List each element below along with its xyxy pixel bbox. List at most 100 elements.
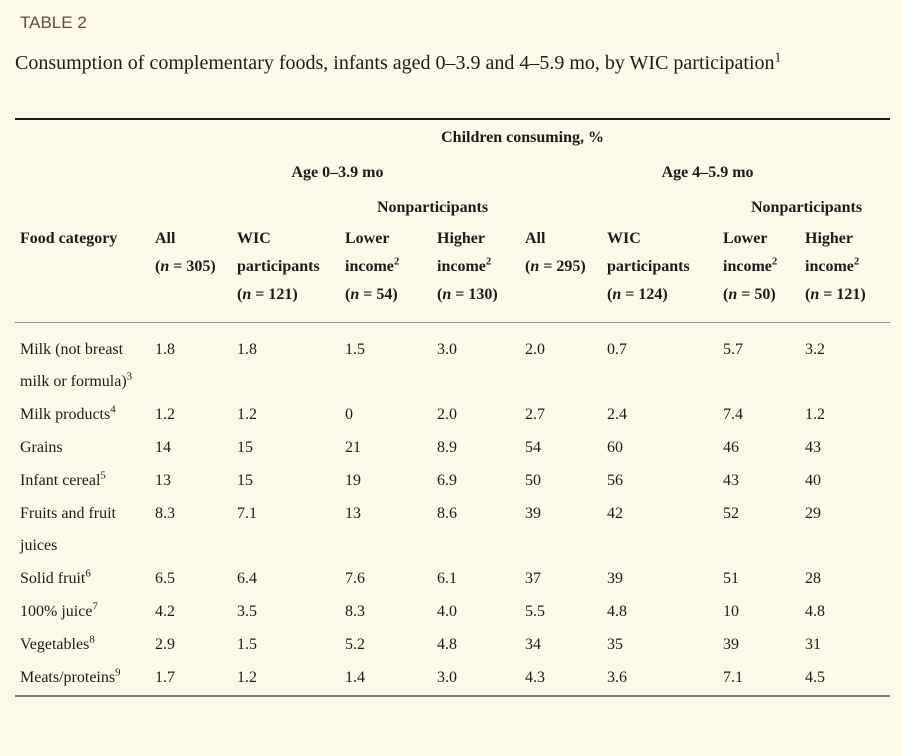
value-cell: 6.4 bbox=[237, 570, 257, 587]
value-cell: 35 bbox=[607, 636, 623, 653]
text-part: Meats/proteins bbox=[20, 669, 116, 686]
italic-n-symbol: n bbox=[442, 286, 452, 303]
value-cell: 54 bbox=[525, 439, 541, 456]
header-line: participants bbox=[607, 253, 718, 281]
spanner-children-consuming: Children consuming, % bbox=[441, 129, 604, 146]
column-header-lower-income-age-0-3-9: Lower income2 (n = 54) bbox=[340, 225, 432, 323]
footnote-marker: 7 bbox=[92, 600, 98, 613]
value-cell: 1.5 bbox=[345, 341, 365, 358]
text-part: WIC bbox=[237, 230, 271, 247]
value-cell: 34 bbox=[525, 636, 541, 653]
footnote-marker: 8 bbox=[89, 633, 95, 646]
value-cell: 4.2 bbox=[155, 603, 175, 620]
footnote-marker: 2 bbox=[485, 255, 492, 268]
empty-cell bbox=[15, 119, 150, 155]
value-cell: 3.5 bbox=[237, 603, 257, 620]
value-cell: 7.1 bbox=[723, 669, 743, 686]
food-category-label: Milk (not breast milk or formula)3 bbox=[15, 323, 150, 400]
header-line: Food category bbox=[20, 225, 150, 253]
empty-cell bbox=[15, 155, 150, 190]
text-part: ( bbox=[345, 286, 351, 303]
footnote-marker: 4 bbox=[110, 403, 116, 416]
text-part: income bbox=[805, 258, 854, 275]
column-header-wic-participants-age-4-5-9: WIC participants (n = 124) bbox=[602, 225, 718, 323]
value-cell: 4.8 bbox=[805, 603, 825, 620]
text-part: = 130) bbox=[451, 286, 498, 303]
food-category-label: Meats/proteins9 bbox=[15, 662, 150, 696]
text-part: ( bbox=[155, 258, 161, 275]
text-part: = 124) bbox=[621, 286, 668, 303]
value-cell: 43 bbox=[723, 472, 739, 489]
header-line: Lower bbox=[345, 225, 432, 253]
text-part: ( bbox=[607, 286, 613, 303]
column-header-higher-income-age-4-5-9: Higher income2 (n = 121) bbox=[800, 225, 891, 323]
text-part: income bbox=[723, 258, 772, 275]
value-cell: 7.6 bbox=[345, 570, 365, 587]
spanner-age-4-5-9: Age 4–5.9 mo bbox=[661, 164, 754, 181]
table-row: Meats/proteins9 1.7 1.2 1.4 3.0 4.3 3.6 7.1 4.5 bbox=[15, 662, 890, 696]
header-line: WIC bbox=[237, 225, 340, 253]
footnote-marker: 6 bbox=[85, 567, 91, 580]
food-category-label: Fruits and fruit juices bbox=[15, 498, 150, 563]
data-table: Children consuming, % Age 0–3.9 mo Age 4… bbox=[15, 118, 891, 697]
value-cell: 3.0 bbox=[437, 669, 457, 686]
value-cell: 29 bbox=[805, 505, 821, 522]
table-body: Milk (not breast milk or formula)3 1.8 1.8… bbox=[15, 323, 890, 697]
text-part: Higher bbox=[805, 230, 853, 247]
column-header-food-category: Food category bbox=[15, 225, 150, 323]
food-category-label: Vegetables8 bbox=[15, 629, 150, 662]
value-cell: 37 bbox=[525, 570, 541, 587]
table-row: 100% juice7 4.2 3.5 8.3 4.0 5.5 4.8 10 4.8 bbox=[15, 596, 890, 629]
empty-cell bbox=[232, 190, 340, 225]
value-cell: 39 bbox=[525, 505, 541, 522]
text-part: Higher bbox=[437, 230, 485, 247]
table-row: Grains 14 15 21 8.9 54 60 46 43 bbox=[15, 432, 890, 465]
table-row: Milk (not breast milk or formula)3 1.8 1.8… bbox=[15, 323, 890, 400]
text-part: participants bbox=[237, 258, 320, 275]
caption-footnote-marker: 1 bbox=[774, 49, 782, 65]
value-cell: 21 bbox=[345, 439, 361, 456]
value-cell: 39 bbox=[607, 570, 623, 587]
value-cell: 50 bbox=[525, 472, 541, 489]
food-category-label: 100% juice7 bbox=[15, 596, 150, 629]
table-row: Fruits and fruit juices 8.3 7.1 13 8.6 39 42 52… bbox=[15, 498, 890, 563]
text-part: income bbox=[437, 258, 486, 275]
text-part: Lower bbox=[345, 230, 390, 247]
value-cell: 2.4 bbox=[607, 406, 627, 423]
text-part: Solid fruit bbox=[20, 570, 86, 587]
text-part: = 295) bbox=[539, 258, 586, 275]
value-cell: 4.8 bbox=[437, 636, 457, 653]
text-part: = 50) bbox=[737, 286, 776, 303]
value-cell: 2.9 bbox=[155, 636, 175, 653]
value-cell: 1.5 bbox=[237, 636, 257, 653]
italic-n-symbol: n bbox=[530, 258, 540, 275]
text-part: Fruits and fruit juices bbox=[20, 505, 116, 554]
footnote-marker: 2 bbox=[771, 255, 778, 268]
header-line: All bbox=[525, 225, 602, 253]
value-cell: 3.0 bbox=[437, 341, 457, 358]
footnote-marker: 5 bbox=[100, 469, 106, 482]
value-cell: 4.5 bbox=[805, 669, 825, 686]
empty-cell bbox=[150, 190, 232, 225]
value-cell: 1.4 bbox=[345, 669, 365, 686]
column-header-row: Food category All (n = 305) WIC participants… bbox=[15, 225, 891, 323]
header-line: WIC bbox=[607, 225, 718, 253]
value-cell: 4.0 bbox=[437, 603, 457, 620]
value-cell: 52 bbox=[723, 505, 739, 522]
column-header-higher-income-age-0-3-9: Higher income2 (n = 130) bbox=[432, 225, 520, 323]
spanner-age-0-3-9: Age 0–3.9 mo bbox=[291, 164, 384, 181]
value-cell: 15 bbox=[237, 439, 253, 456]
value-cell: 2.0 bbox=[525, 341, 545, 358]
column-header-all-age-0-3-9: All (n = 305) bbox=[150, 225, 232, 323]
text-part: 100% juice bbox=[20, 603, 93, 620]
empty-cell bbox=[602, 190, 718, 225]
value-cell: 1.8 bbox=[237, 341, 257, 358]
header-line: income2 bbox=[805, 253, 890, 281]
value-cell: 0 bbox=[345, 406, 353, 423]
table-row: Infant cereal5 13 15 19 6.9 50 56 43 40 bbox=[15, 465, 890, 498]
header-line: participants bbox=[237, 253, 340, 281]
header-line: (n = 50) bbox=[723, 281, 800, 309]
value-cell: 42 bbox=[607, 505, 623, 522]
food-category-label: Grains bbox=[15, 432, 150, 465]
table-label: TABLE 2 bbox=[20, 13, 87, 32]
